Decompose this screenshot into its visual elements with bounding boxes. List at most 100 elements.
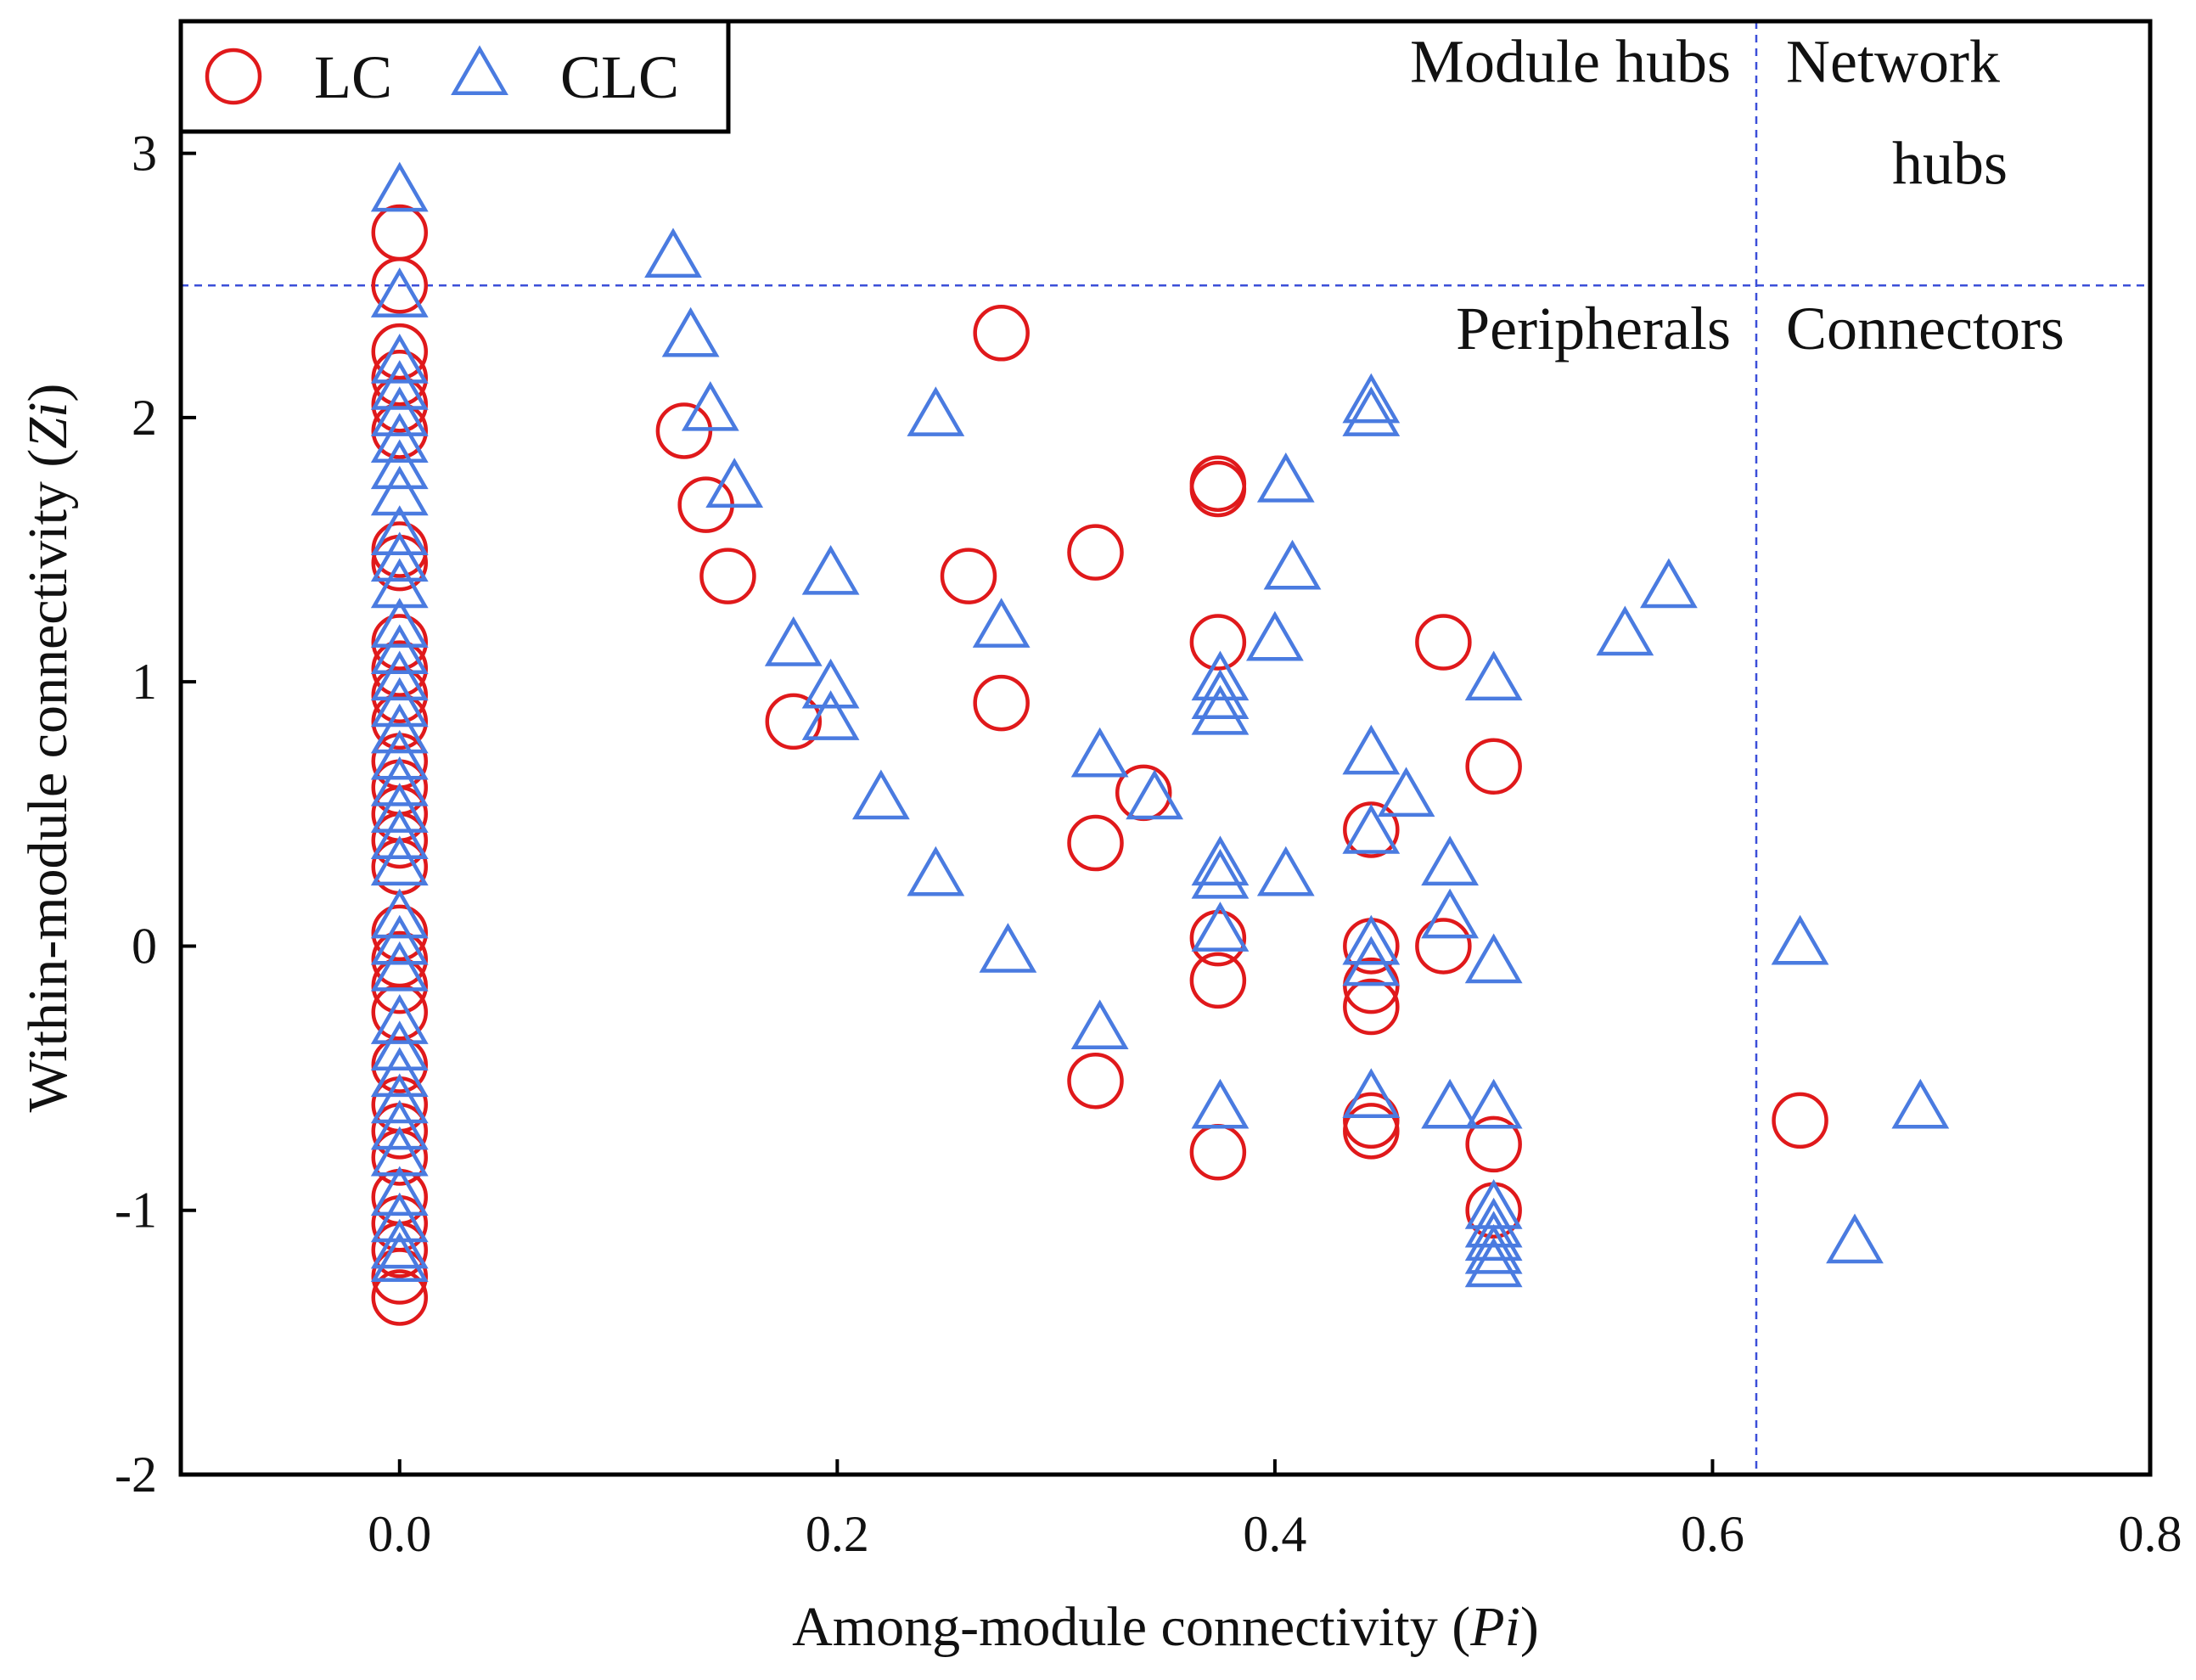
- y-tick-label: 1: [132, 654, 157, 710]
- x-tick-label: 0.2: [806, 1506, 869, 1562]
- point-lc: [1067, 1052, 1124, 1110]
- point-clc: [1421, 835, 1480, 886]
- point-lc: [371, 1269, 429, 1326]
- point-clc: [907, 386, 965, 436]
- point-lc: [1415, 918, 1472, 975]
- point-clc: [370, 677, 429, 728]
- point-clc: [907, 846, 965, 896]
- data-series: [370, 161, 1950, 1326]
- point-lc: [1343, 1103, 1400, 1160]
- point-clc: [1421, 1078, 1480, 1129]
- point-clc: [972, 598, 1031, 648]
- point-clc: [370, 1166, 429, 1216]
- region-label-line: Module hubs: [1410, 28, 1731, 96]
- point-clc: [1596, 605, 1654, 656]
- point-clc: [370, 941, 429, 992]
- legend-marker-lc: [205, 48, 262, 105]
- point-clc: [370, 994, 429, 1044]
- point-clc: [1342, 386, 1401, 436]
- legend-label-lc: LC: [314, 43, 392, 111]
- point-clc: [370, 1020, 429, 1070]
- point-clc: [801, 690, 860, 740]
- point-clc: [1126, 769, 1184, 820]
- point-clc: [370, 756, 429, 806]
- point-lc: [699, 548, 756, 604]
- region-label-line: hubs: [1892, 130, 2008, 198]
- region-label-network-hubs: Network hubs: [1786, 28, 2008, 198]
- legend-marker-clc: [451, 45, 508, 95]
- point-clc: [1464, 1237, 1523, 1288]
- point-lc: [371, 521, 429, 578]
- y-axis-ticks: -2 -1 0 1 2 3: [115, 126, 196, 1503]
- point-lc: [973, 674, 1030, 732]
- point-clc: [370, 729, 429, 780]
- point-clc: [851, 769, 910, 820]
- series-lc: [371, 204, 1828, 1326]
- point-clc: [370, 413, 429, 464]
- y-axis-label-suffix: ): [17, 384, 79, 402]
- point-lc: [1189, 614, 1247, 671]
- point-lc: [371, 1248, 429, 1305]
- point-clc: [1191, 848, 1250, 899]
- point-clc: [1377, 767, 1435, 818]
- point-clc: [1191, 1078, 1250, 1129]
- point-clc: [1891, 1078, 1950, 1129]
- point-clc: [370, 531, 429, 582]
- y-axis-label-prefix: Within-module connectivity (: [17, 449, 79, 1113]
- point-lc: [1067, 524, 1124, 581]
- point-lc: [1067, 814, 1124, 872]
- point-clc: [1342, 724, 1401, 775]
- point-lc: [371, 666, 429, 723]
- x-axis-label: Among-module connectivity (Pi): [792, 1596, 1539, 1658]
- point-clc: [1771, 914, 1829, 965]
- point-clc: [370, 360, 429, 410]
- point-clc: [370, 558, 429, 609]
- region-label-module-hubs: Module hubs: [1410, 28, 1731, 96]
- y-tick-label: 2: [132, 390, 157, 446]
- point-lc: [371, 1037, 429, 1093]
- point-clc: [370, 1232, 429, 1282]
- point-clc: [370, 1047, 429, 1098]
- point-clc: [1263, 539, 1322, 590]
- x-axis-label-suffix: ): [1520, 1596, 1539, 1658]
- point-clc: [801, 658, 860, 709]
- x-tick-label: 0.8: [2119, 1506, 2182, 1562]
- point-clc: [1191, 835, 1250, 886]
- point-lc: [1415, 614, 1472, 671]
- point-clc: [370, 505, 429, 555]
- x-tick-label: 0.6: [1681, 1506, 1744, 1562]
- point-clc: [370, 267, 429, 317]
- point-lc: [371, 376, 429, 433]
- point-clc: [370, 1192, 429, 1243]
- point-clc: [1639, 558, 1698, 609]
- point-clc: [1342, 1068, 1401, 1118]
- point-clc: [370, 386, 429, 436]
- x-axis-label-variable: Pi: [1469, 1596, 1520, 1658]
- plot-area-frame: [178, 19, 2153, 1477]
- point-clc: [764, 616, 823, 666]
- point-lc: [371, 402, 429, 459]
- point-clc: [1464, 933, 1523, 984]
- x-axis-ticks: 0.0 0.2 0.4 0.6 0.8: [368, 1459, 2182, 1562]
- point-clc: [370, 1218, 429, 1269]
- point-clc: [370, 1099, 429, 1150]
- region-label-line: Network: [1786, 28, 2000, 96]
- point-clc: [1256, 452, 1315, 503]
- point-lc: [371, 257, 429, 314]
- point-clc: [370, 1073, 429, 1124]
- point-clc: [1342, 914, 1401, 965]
- point-clc: [370, 914, 429, 965]
- legend-items: LC CLC: [205, 43, 679, 111]
- region-label-connectors: Connectors: [1786, 295, 2064, 362]
- point-lc: [371, 693, 429, 750]
- point-clc: [370, 161, 429, 212]
- point-clc: [1256, 846, 1315, 896]
- point-clc: [801, 544, 860, 595]
- point-clc: [1191, 669, 1250, 719]
- point-clc: [1191, 902, 1250, 952]
- point-clc: [370, 888, 429, 939]
- series-clc: [370, 161, 1950, 1288]
